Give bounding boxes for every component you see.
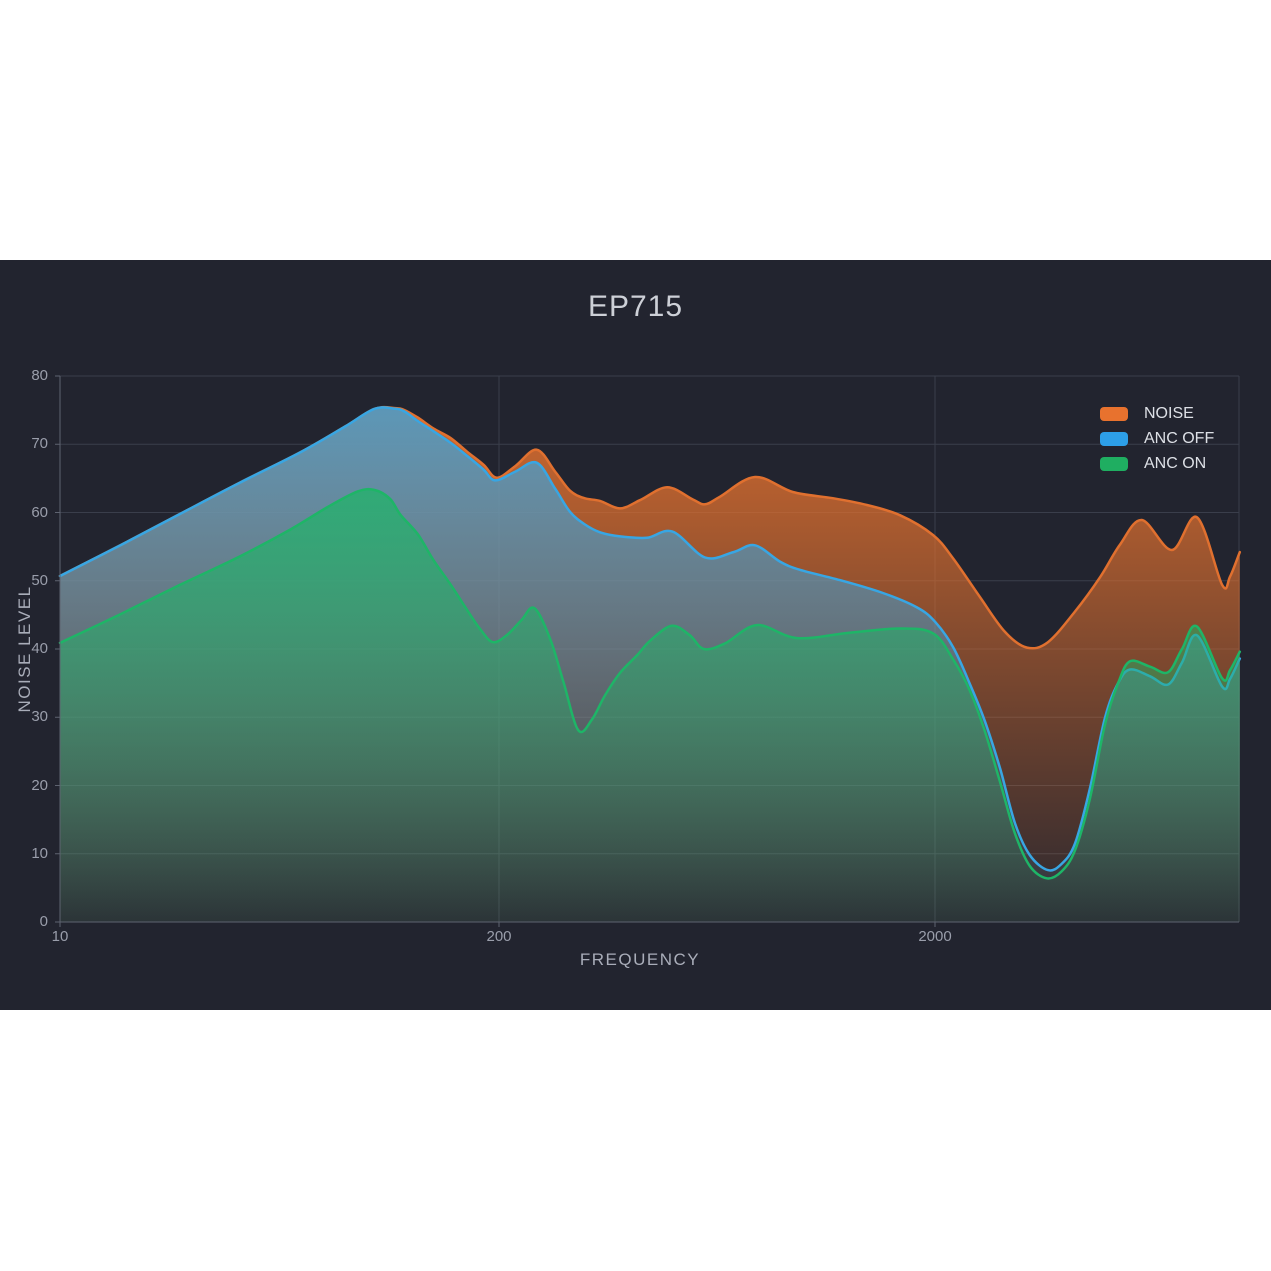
legend-swatch-anc-on <box>1100 456 1128 471</box>
legend-label-noise: NOISE <box>1144 404 1194 422</box>
legend-swatch-noise <box>1100 406 1128 421</box>
x-tick-10: 10 <box>51 928 69 945</box>
legend-label-anc-on: ANC ON <box>1144 454 1207 472</box>
y-tick-30: 30 <box>31 708 48 726</box>
x-axis-label: FREQUENCY <box>579 950 701 969</box>
legend: NOISE ANC OFF ANC ON <box>1100 401 1214 476</box>
x-tick-2000: 2000 <box>918 928 952 945</box>
legend-swatch-anc-off <box>1100 431 1128 446</box>
y-tick-40: 40 <box>31 640 48 657</box>
chart-canvas <box>55 375 1242 927</box>
line-anc-on <box>58 487 1242 880</box>
y-tick-70: 70 <box>31 435 48 453</box>
chart-panel: EP715 0 10 20 30 40 50 60 70 80 10 200 2… <box>0 260 1271 1010</box>
y-tick-0: 0 <box>39 913 48 930</box>
y-tick-10: 10 <box>31 844 48 862</box>
y-tick-80: 80 <box>31 367 48 384</box>
legend-item-anc-on[interactable]: ANC ON <box>1100 451 1214 476</box>
legend-item-noise[interactable]: NOISE <box>1100 401 1214 426</box>
legend-item-anc-off[interactable]: ANC OFF <box>1100 426 1214 451</box>
y-tick-20: 20 <box>31 776 48 794</box>
line-anc-off <box>58 406 1242 872</box>
y-tick-50: 50 <box>31 571 48 589</box>
chart-title: EP715 <box>587 290 684 323</box>
x-tick-200: 200 <box>486 928 512 945</box>
y-axis-label: NOISE LEVEL <box>15 585 34 713</box>
area-anc-on <box>60 489 1240 922</box>
y-tick-60: 60 <box>31 503 48 521</box>
legend-label-anc-off: ANC OFF <box>1144 429 1215 447</box>
